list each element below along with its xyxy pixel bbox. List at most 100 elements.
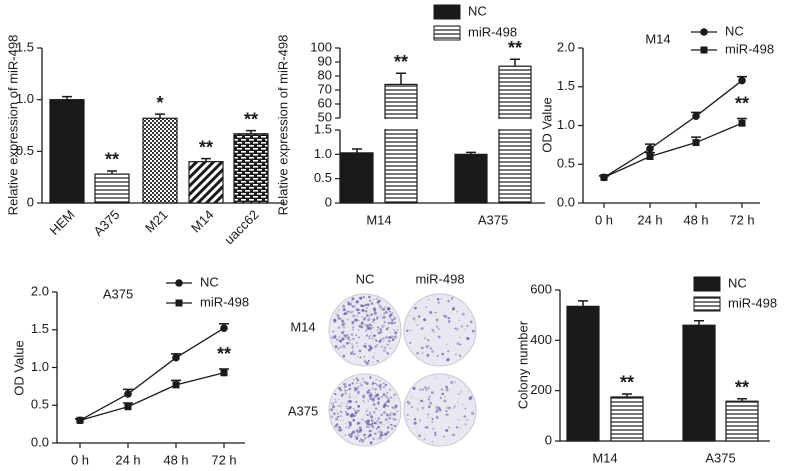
colony	[386, 430, 390, 434]
colony	[359, 296, 363, 300]
colony	[406, 414, 409, 417]
colony	[334, 400, 337, 403]
colony	[472, 329, 475, 333]
colony	[346, 336, 350, 340]
colony	[343, 330, 345, 332]
y-tick-label: 100	[310, 39, 332, 54]
colony	[385, 395, 388, 398]
colony	[355, 396, 357, 398]
significance-label: **	[244, 109, 258, 129]
colony	[351, 343, 353, 345]
colony	[431, 350, 434, 353]
colony	[378, 436, 382, 440]
colony	[348, 427, 350, 429]
colony	[368, 412, 372, 416]
colony	[380, 429, 382, 431]
colony	[416, 323, 419, 327]
colony	[374, 432, 377, 435]
colony	[444, 413, 447, 416]
colony	[334, 345, 338, 349]
colony	[348, 405, 352, 409]
colony	[369, 344, 372, 347]
colony	[468, 391, 470, 393]
colony	[379, 328, 382, 331]
colony	[355, 334, 357, 337]
colony	[344, 385, 348, 388]
colony	[443, 435, 445, 438]
colony	[376, 427, 379, 430]
colony	[357, 404, 361, 408]
colony	[352, 337, 355, 341]
colony	[357, 409, 360, 413]
colony	[408, 315, 411, 317]
colony	[427, 417, 429, 419]
colony	[354, 318, 358, 322]
colony	[354, 411, 358, 414]
colony	[417, 315, 421, 318]
marker	[220, 369, 228, 377]
colony	[355, 400, 358, 403]
colony	[373, 298, 375, 301]
colony	[386, 405, 389, 407]
colony	[388, 321, 391, 325]
colony	[358, 349, 362, 353]
y-tick-label: 70	[318, 81, 332, 96]
colony	[364, 420, 368, 424]
colony	[369, 313, 373, 317]
colony	[352, 310, 354, 312]
colony	[366, 335, 368, 337]
colony	[435, 318, 439, 322]
colony	[437, 301, 440, 304]
colony	[384, 418, 388, 422]
colony	[372, 361, 374, 363]
colony	[361, 438, 365, 442]
colony	[420, 328, 422, 330]
colony	[354, 435, 357, 438]
y-tick-label: 400	[530, 332, 552, 347]
colony	[466, 336, 470, 341]
colony	[417, 409, 419, 411]
colony	[387, 421, 390, 423]
colony	[393, 407, 396, 410]
chart-title: M14	[645, 31, 670, 46]
colony	[368, 434, 371, 437]
bar	[233, 133, 269, 204]
error-bar	[352, 148, 362, 153]
colony	[376, 343, 379, 347]
colony	[447, 299, 450, 303]
colony	[365, 329, 368, 332]
colony	[377, 397, 381, 401]
colony	[344, 390, 346, 392]
colony	[343, 382, 346, 386]
colony	[364, 342, 367, 345]
colony	[458, 319, 460, 322]
colony	[391, 312, 394, 314]
colony	[340, 405, 342, 408]
colony	[455, 353, 457, 356]
colony	[358, 311, 361, 314]
y-tick-label: 1.0	[557, 117, 575, 132]
colony	[431, 418, 434, 421]
colony	[357, 356, 359, 358]
y-tick-label: 90	[318, 53, 332, 68]
x-tick-label: 24 h	[115, 452, 140, 467]
colony	[437, 328, 440, 331]
colony	[390, 423, 392, 426]
colony	[360, 384, 363, 387]
colony	[371, 394, 373, 396]
colony	[377, 423, 379, 425]
colony	[345, 426, 348, 428]
colony	[387, 326, 390, 329]
colony	[376, 329, 379, 332]
colony	[352, 430, 356, 434]
colony	[357, 315, 359, 317]
colony	[345, 413, 348, 416]
colony	[382, 349, 386, 353]
colony	[339, 415, 342, 417]
colony	[383, 386, 385, 389]
colony	[457, 401, 459, 404]
colony	[371, 331, 373, 334]
colony	[360, 322, 364, 325]
colony	[338, 317, 342, 321]
